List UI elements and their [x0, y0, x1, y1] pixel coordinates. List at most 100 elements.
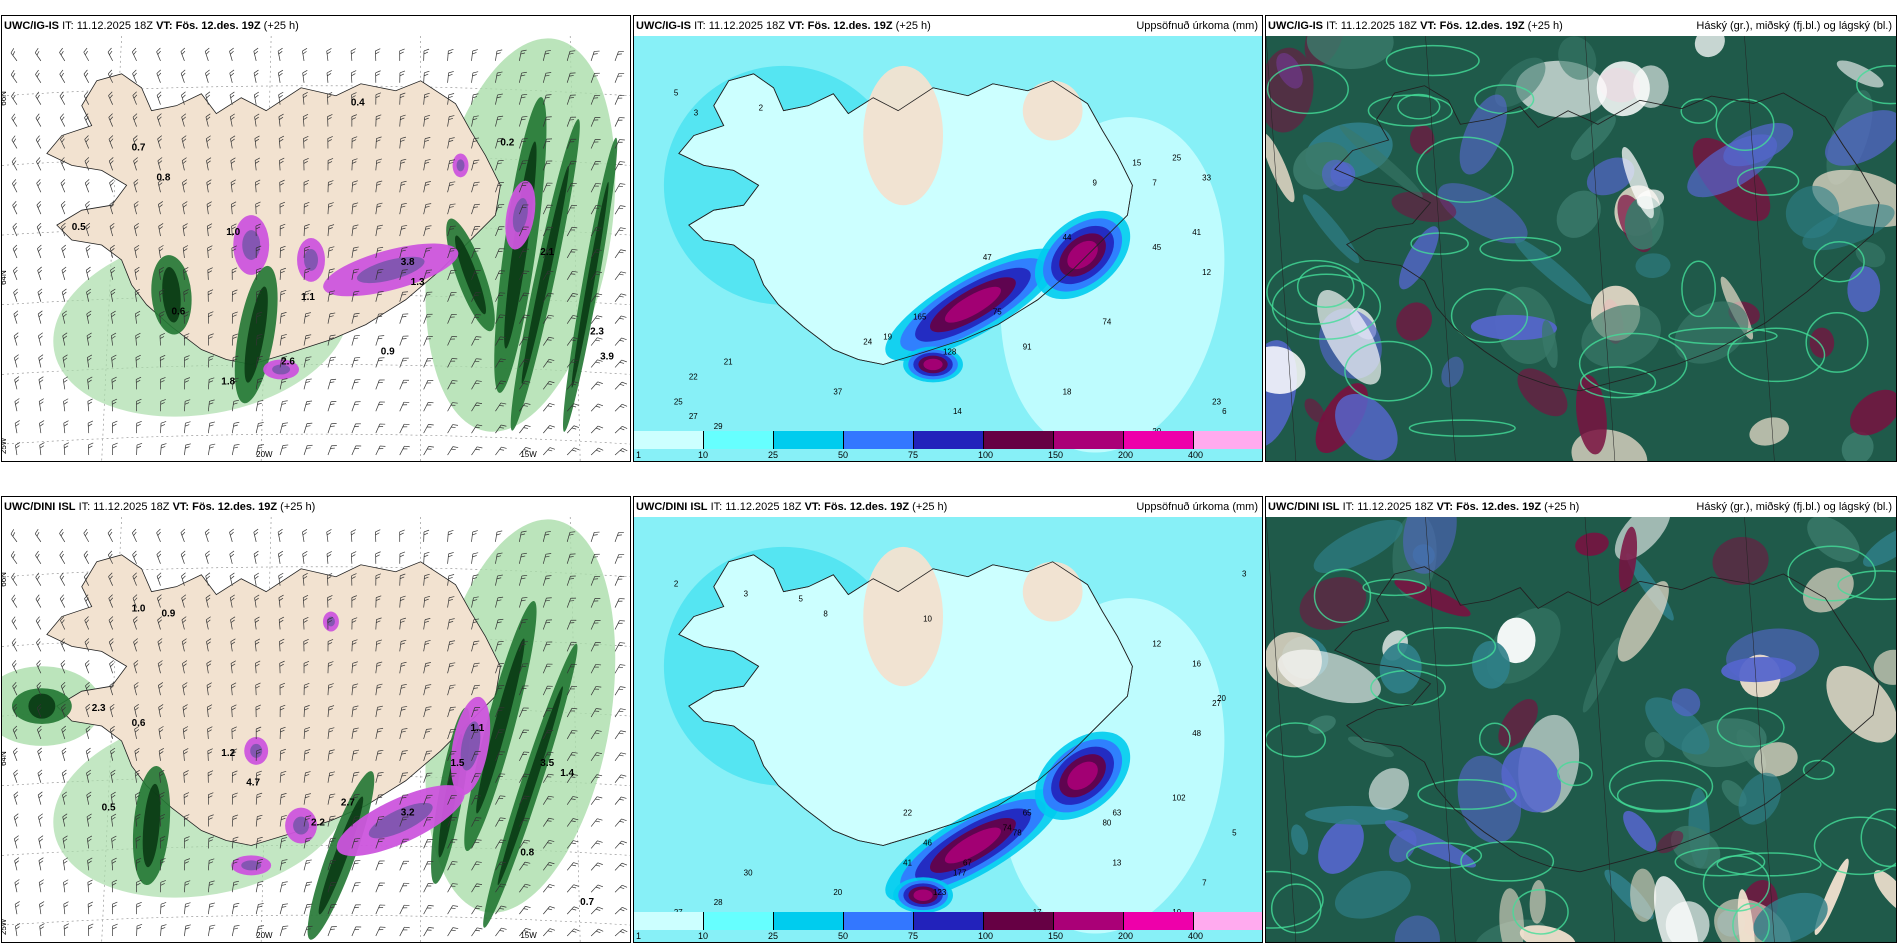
colorbar-swatch: [1124, 912, 1194, 930]
wind-barb-icon: [255, 444, 264, 456]
wind-barb-icon: [519, 182, 529, 193]
wind-barb-icon: [375, 661, 383, 674]
wind-barb-icon: [135, 857, 142, 871]
wind-barb-icon: [542, 270, 554, 281]
wind-barb-icon: [590, 620, 601, 630]
wind-barb-icon: [109, 201, 115, 215]
wind-barb-icon: [590, 928, 604, 937]
wind-barb-icon: [590, 906, 604, 915]
wind-barb-icon: [327, 202, 334, 215]
wind-barb-icon: [495, 618, 504, 630]
wind-barb-icon: [495, 115, 504, 127]
wind-barb-icon: [61, 222, 66, 237]
wind-barb-icon: [614, 576, 625, 586]
wind-barb-icon: [36, 200, 42, 215]
field-blob: [1498, 699, 1538, 748]
field-blob: [1826, 665, 1896, 743]
field-blob: [1266, 133, 1295, 203]
wind-barb-icon: [303, 749, 311, 761]
wind-barb-icon: [10, 48, 18, 62]
field-blob: [1334, 870, 1411, 919]
wind-barb-icon: [84, 616, 90, 630]
lead-time: (+25 h): [912, 501, 948, 513]
wind-barb-icon: [614, 598, 625, 608]
cloud-contour: [1417, 779, 1517, 810]
wind-barb-icon: [471, 203, 480, 215]
wind-barb-icon: [229, 572, 235, 586]
field-blob: [1541, 320, 1558, 369]
wind-barb-icon: [255, 660, 261, 674]
wind-barb-icon: [231, 267, 238, 280]
wind-barb-icon: [351, 705, 359, 718]
wind-barb-icon: [351, 357, 361, 368]
wind-barb-icon: [63, 398, 69, 412]
wind-barb-icon: [133, 638, 138, 652]
wind-barb-icon: [278, 550, 284, 564]
accum-value-label: 47: [983, 253, 992, 262]
wind-barb-icon: [447, 314, 457, 324]
wind-barb-icon: [590, 447, 604, 456]
wind-barb-icon: [279, 201, 286, 215]
wind-barb-icon: [159, 355, 166, 368]
wind-barb-icon: [471, 618, 480, 630]
field-blob: [1266, 47, 1314, 133]
wind-barb-icon: [542, 597, 552, 608]
field-blob: [863, 546, 944, 687]
wind-barb-icon: [86, 332, 92, 346]
field-blob: [1494, 57, 1546, 108]
wind-barb-icon: [157, 113, 162, 127]
wind-barb-icon: [614, 51, 624, 62]
graticule-line: [1744, 36, 1775, 461]
wind-barb-icon: [423, 640, 431, 652]
wind-barb-icon: [590, 796, 603, 805]
wind-barb-icon: [183, 792, 190, 805]
wind-barb-icon: [542, 751, 554, 762]
wind-barb-icon: [423, 927, 434, 937]
wind-barb-icon: [423, 137, 431, 149]
panel-header: UWC/DINI ISL IT: 11.12.2025 18Z VT: Fös.…: [634, 497, 1262, 517]
wind-barb-icon: [495, 137, 504, 149]
colorbar-swatch: [1124, 431, 1194, 449]
wind-barb-icon: [35, 572, 42, 586]
panel-variable-title: Háský (gr.), miðský (fj.bl.) og lágský (…: [1696, 20, 1892, 32]
wind-barb-icon: [279, 748, 286, 761]
wind-barb-icon: [156, 91, 162, 105]
wind-barb-icon: [447, 247, 457, 259]
wind-barb-icon: [230, 616, 236, 630]
wind-barb-icon: [590, 575, 601, 586]
wind-barb-icon: [327, 859, 337, 871]
wind-barb-icon: [255, 201, 261, 215]
wind-barb-icon: [231, 443, 240, 456]
wind-barb-icon: [181, 135, 187, 149]
cloud-contour: [1856, 65, 1896, 105]
wind-barb-icon: [62, 310, 68, 324]
wind-barb-icon: [614, 929, 628, 937]
wind-barb-icon: [180, 69, 186, 83]
wind-barb-icon: [35, 69, 42, 83]
wind-barb-icon: [84, 135, 90, 149]
wind-barb-icon: [206, 157, 212, 171]
wind-barb-icon: [327, 423, 337, 434]
wind-barb-icon: [303, 400, 313, 412]
wind-barb-icon: [519, 619, 528, 630]
wind-barb-icon: [542, 226, 553, 237]
wind-barb-icon: [590, 205, 602, 215]
wind-barb-icon: [399, 423, 410, 434]
accum-value-label: 78: [1013, 829, 1022, 838]
wind-barb-icon: [543, 884, 555, 893]
wind-barb-icon: [62, 354, 68, 368]
wind-barb-icon: [279, 422, 288, 434]
wind-barb-icon: [519, 424, 531, 434]
accum-value-label: 165: [913, 313, 927, 322]
wind-barb-icon: [85, 200, 90, 215]
field-blob: [1441, 356, 1464, 388]
wind-barb-icon: [160, 443, 167, 456]
wind-barb-icon: [614, 862, 628, 871]
field-blob: [1645, 697, 1710, 755]
wind-barb-icon: [86, 813, 92, 827]
wind-barb-icon: [614, 884, 628, 893]
wind-barb-icon: [279, 859, 288, 871]
colorbar-swatch: [634, 912, 704, 930]
it-label: IT:: [78, 501, 91, 513]
accum-value-label: 13: [1112, 858, 1121, 867]
